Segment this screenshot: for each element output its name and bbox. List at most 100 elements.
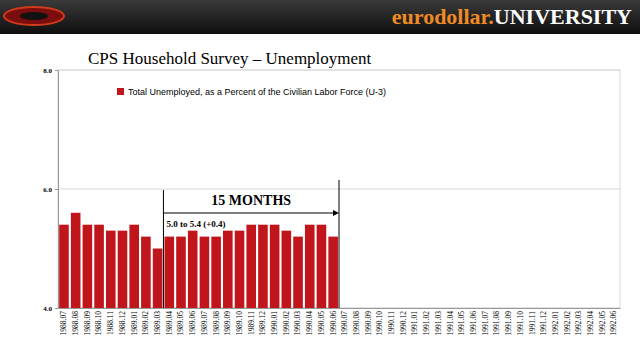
x-tick: 1988.12 (118, 311, 127, 336)
y-tick-label: 6.0 (43, 186, 52, 194)
bar (59, 225, 69, 308)
x-tick-label: 1992.03 (574, 311, 583, 336)
annotation-bracket (163, 190, 164, 308)
x-tick: 1991.10 (516, 311, 525, 336)
x-tick: 1992.04 (586, 311, 595, 336)
x-tick-label: 1989.10 (235, 311, 244, 336)
bar (211, 237, 221, 308)
x-tick-label: 1989.01 (130, 311, 139, 336)
y-axis: 4.0 6.0 8.0 (43, 67, 58, 313)
x-tick-label: 1989.09 (223, 311, 232, 336)
y-tick: 6.0 (43, 186, 58, 194)
x-tick-label: 1990.06 (329, 311, 338, 336)
x-tick-label: 1991.03 (434, 311, 443, 336)
legend-swatch (117, 88, 124, 95)
x-tick: 1988.09 (83, 311, 92, 336)
bar (165, 237, 175, 308)
x-tick-label: 1991.09 (504, 311, 513, 336)
y-tick: 4.0 (43, 305, 58, 313)
bar (270, 225, 280, 308)
bar (188, 231, 198, 308)
x-tick-label: 1990.03 (293, 311, 302, 336)
title: CPS Household Survey – Unemployment (88, 49, 372, 68)
x-tick: 1992.06 (609, 311, 618, 336)
x-tick-label: 1988.07 (59, 311, 68, 336)
x-tick: 1989.01 (130, 311, 139, 336)
x-tick-label: 1989.08 (212, 311, 221, 336)
x-tick-label: 1990.09 (364, 311, 373, 336)
x-tick-label: 1989.05 (176, 311, 185, 336)
x-tick: 1991.06 (469, 311, 478, 336)
x-tick: 1990.05 (317, 311, 326, 336)
x-tick: 1990.11 (387, 311, 396, 335)
grid-line (58, 70, 620, 71)
annotation-arrowhead (333, 210, 339, 216)
bar (223, 231, 233, 308)
bar (83, 225, 93, 308)
x-tick-label: 1989.04 (165, 311, 174, 336)
x-tick: 1989.02 (141, 311, 150, 336)
y-tick: 8.0 (43, 67, 58, 75)
x-tick: 1989.11 (247, 311, 256, 335)
x-axis-line (59, 308, 621, 309)
x-tick-label: 1989.11 (247, 311, 256, 335)
x-tick-label: 1992.06 (609, 311, 618, 336)
x-tick: 1991.02 (422, 311, 431, 336)
bar (153, 249, 163, 309)
x-tick-label: 1988.11 (106, 311, 115, 335)
annotation-arrow (163, 213, 334, 214)
x-tick: 1991.07 (481, 311, 490, 336)
x-axis: 1988.071988.081988.091988.101988.111988.… (59, 309, 621, 336)
x-tick: 1989.10 (235, 311, 244, 336)
x-tick: 1991.05 (457, 311, 466, 336)
y-tick-label: 8.0 (43, 67, 52, 75)
x-tick: 1989.08 (212, 311, 221, 336)
x-tick-label: 1992.02 (563, 311, 572, 336)
x-tick: 1991.09 (504, 311, 513, 336)
annotation-title: 15 MONTHS (211, 193, 291, 208)
x-tick-label: 1992.05 (598, 311, 607, 336)
x-tick: 1989.07 (200, 311, 209, 336)
x-tick-label: 1989.02 (141, 311, 150, 336)
brand: eurodollar.UNIVERSITY (392, 4, 632, 29)
x-tick: 1991.11 (528, 311, 537, 335)
x-tick-label: 1988.08 (71, 311, 80, 336)
bar (176, 237, 186, 308)
annotation-detail: 5.0 to 5.4 (+0.4) (166, 219, 225, 229)
x-tick-label: 1991.07 (481, 311, 490, 336)
bar (246, 225, 256, 308)
x-tick-label: 1989.12 (258, 311, 267, 336)
x-tick: 1990.08 (352, 311, 361, 336)
bar (258, 225, 268, 308)
bar (141, 237, 151, 308)
x-tick: 1990.07 (340, 311, 349, 336)
x-tick: 1990.03 (293, 311, 302, 336)
x-tick-label: 1991.04 (446, 311, 455, 336)
x-tick: 1990.10 (375, 311, 384, 336)
x-tick-label: 1988.10 (94, 311, 103, 336)
x-tick: 1990.02 (282, 311, 291, 336)
x-tick-label: 1990.02 (282, 311, 291, 336)
x-tick-label: 1991.01 (410, 311, 419, 336)
x-tick: 1989.04 (165, 311, 174, 336)
y-axis-line (58, 71, 59, 309)
x-tick-label: 1991.02 (422, 311, 431, 336)
y-tick-mark (55, 308, 58, 309)
x-tick-label: 1991.11 (528, 311, 537, 335)
x-tick: 1992.03 (574, 311, 583, 336)
x-tick: 1992.02 (563, 311, 572, 336)
x-tick: 1990.06 (329, 311, 338, 336)
x-tick: 1991.08 (492, 311, 501, 336)
x-tick-label: 1991.12 (539, 311, 548, 336)
y-tick-mark (55, 70, 58, 71)
x-tick: 1990.12 (399, 311, 408, 336)
x-tick-label: 1992.01 (551, 311, 560, 336)
x-tick: 1989.05 (176, 311, 185, 336)
x-tick: 1992.01 (551, 311, 560, 336)
bar (305, 225, 315, 308)
x-tick: 1990.04 (305, 311, 314, 336)
x-tick-label: 1991.05 (457, 311, 466, 336)
x-tick-label: 1988.12 (118, 311, 127, 336)
x-tick: 1988.07 (59, 311, 68, 336)
logo-core (20, 12, 48, 20)
